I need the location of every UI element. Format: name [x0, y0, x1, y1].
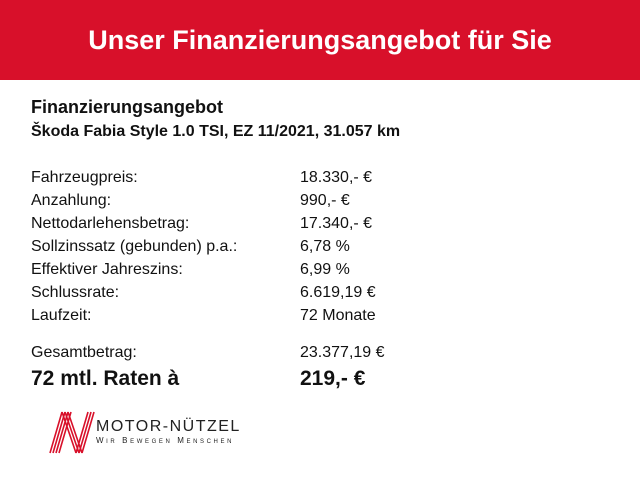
row-label: Gesamtbetrag:	[31, 344, 137, 361]
row-value: 6,99 %	[300, 261, 350, 278]
row-label: Schlussrate:	[31, 284, 120, 301]
row-value: 18.330,- €	[300, 169, 373, 186]
row-label: Anzahlung:	[31, 192, 112, 209]
row-value: 23.377,19 €	[300, 344, 385, 361]
row-label: Fahrzeugpreis:	[31, 169, 138, 186]
row-monthly-rate: 72 mtl. Raten à 219,- €	[31, 367, 591, 391]
row-label: Nettodarlehensbetrag:	[31, 215, 190, 232]
row-value: 219,- €	[300, 367, 366, 390]
row-value: 17.340,- €	[300, 215, 373, 232]
row-nettodarlehensbetrag: Nettodarlehensbetrag: 17.340,- €	[31, 215, 591, 233]
header-title: Unser Finanzierungsangebot für Sie	[88, 25, 552, 55]
motor-nuetzel-logo-icon	[49, 411, 95, 454]
vehicle-description: Škoda Fabia Style 1.0 TSI, EZ 11/2021, 3…	[31, 123, 401, 140]
row-sollzinssatz: Sollzinssatz (gebunden) p.a.: 6,78 %	[31, 238, 591, 256]
row-value: 6,78 %	[300, 238, 350, 255]
row-value: 990,- €	[300, 192, 350, 209]
row-schlussrate: Schlussrate: 6.619,19 €	[31, 284, 591, 302]
offer-title: Finanzierungsangebot	[31, 97, 224, 117]
header-banner: Unser Finanzierungsangebot für Sie	[0, 0, 640, 80]
row-label: 72 mtl. Raten à	[31, 367, 180, 390]
row-label: Sollzinssatz (gebunden) p.a.:	[31, 238, 238, 255]
logo-tagline: Wir Bewegen Menschen	[96, 436, 235, 445]
row-value: 72 Monate	[300, 307, 376, 324]
row-laufzeit: Laufzeit: 72 Monate	[31, 307, 591, 325]
row-anzahlung: Anzahlung: 990,- €	[31, 192, 591, 210]
logo-name: MOTOR-NÜTZEL	[96, 418, 241, 435]
row-effektiver-jahreszins: Effektiver Jahreszins: 6,99 %	[31, 261, 591, 279]
row-fahrzeugpreis: Fahrzeugpreis: 18.330,- €	[31, 169, 591, 187]
row-label: Laufzeit:	[31, 307, 92, 324]
row-value: 6.619,19 €	[300, 284, 376, 301]
row-gesamtbetrag: Gesamtbetrag: 23.377,19 €	[31, 344, 591, 362]
row-label: Effektiver Jahreszins:	[31, 261, 183, 278]
